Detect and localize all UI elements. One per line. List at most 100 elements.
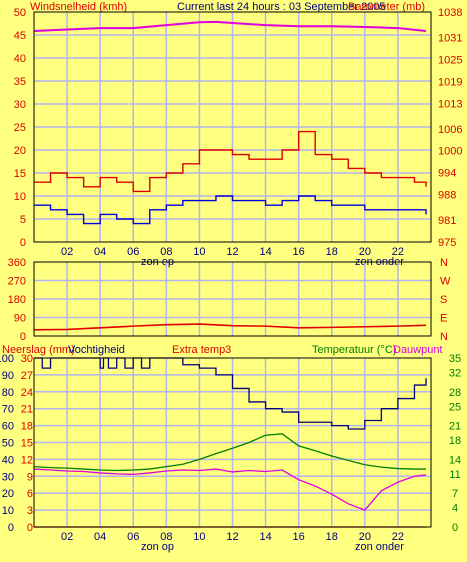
compass-label: E [440,313,447,325]
series-line [33,323,427,331]
tick-label: 1006 [438,124,462,136]
tick-label: 90 [2,370,14,382]
tick-label: 988 [438,190,456,202]
tick-label: 0 [27,522,33,534]
tick-label: 14 [449,454,461,466]
tick-label: 50 [2,438,14,450]
tick-label: 5 [20,214,26,226]
tick-label: 0 [20,237,26,249]
tick-label: 1000 [438,146,462,158]
sunrise-label: zon op [141,541,174,553]
tick-label: 18 [449,435,461,447]
dewpoint-title: Dauwpunt [393,344,443,356]
tick-label: 11 [449,469,460,481]
series-line [34,357,427,430]
tick-label: 0 [20,331,26,343]
tick-label: 30 [2,471,14,483]
tick-label: 20 [359,246,371,258]
tick-label: 18 [21,421,33,433]
temperature-axis: 0 4 7 11 14 18 21 25 28 32 35 [449,353,461,534]
tick-label: 21 [449,421,461,433]
grid [34,262,431,336]
tick-label: 18 [326,246,338,258]
tick-label: 30 [14,99,26,111]
series-line [34,130,427,193]
tick-label: 28 [449,387,461,399]
tick-label: 360 [8,257,26,269]
tick-label: 20 [2,488,14,500]
sunset-label: zon onder [355,541,404,553]
series-line [33,20,427,32]
tick-label: 9 [27,471,33,483]
hour-axis: 02 04 06 08 10 12 14 16 18 20 22 [61,246,404,258]
wind-speed-title: Windsnelheid (kmh) [30,1,127,13]
tick-label: 1038 [438,7,462,19]
tick-label: 90 [14,313,26,325]
tick-label: 270 [8,276,26,288]
tick-label: 6 [27,488,33,500]
tick-label: 15 [21,438,33,450]
compass-label: W [440,276,451,288]
humidity-title: Vochtigheid [68,344,125,356]
temperature-title: Temperatuur (°C) [312,344,396,356]
wind-speed-axis: 0 5 10 15 20 25 30 35 40 45 50 [14,7,26,249]
tick-label: 08 [160,246,172,258]
series-line [34,195,427,225]
tick-label: 25 [14,122,26,134]
barometer-axis: 975 981 988 994 1000 1006 1013 1019 1025 1031 1038 [438,7,462,249]
tick-label: 10 [14,191,26,203]
tick-label: 22 [392,246,404,258]
tick-label: 1031 [438,33,462,45]
tick-label: 08 [160,531,172,543]
tick-label: 06 [127,531,139,543]
extra-temp-title: Extra temp3 [172,344,231,356]
tick-label: 180 [8,294,26,306]
panel-frame [33,261,432,337]
tick-label: 981 [438,215,456,227]
tick-label: 15 [14,168,26,180]
tick-label: 04 [94,246,106,258]
tick-label: 40 [2,454,14,466]
tick-label: 50 [14,7,26,19]
tick-label: 4 [452,503,458,515]
humidity-axis: 0 10 20 30 40 50 60 70 80 90 100 [0,353,14,534]
tick-label: 22 [392,531,404,543]
tick-label: 975 [438,237,456,249]
rain-axis: 0 3 6 9 12 15 18 21 24 27 30 [21,353,33,534]
tick-label: 12 [226,531,238,543]
compass-label: N [440,331,448,343]
tick-label: 35 [449,353,461,365]
tick-label: 12 [21,454,33,466]
chart-title: Current last 24 hours : 03 September 200… [177,1,386,13]
tick-label: 10 [193,246,205,258]
tick-label: 06 [127,246,139,258]
tick-label: 32 [449,367,461,379]
tick-label: 1013 [438,98,462,110]
tick-label: 20 [14,145,26,157]
tick-label: 10 [2,505,14,517]
tick-label: 0 [8,522,14,534]
tick-label: 14 [259,246,271,258]
tick-label: 16 [293,246,305,258]
tick-label: 10 [193,531,205,543]
barometer-title: Barometer (mb) [348,1,425,13]
tick-label: 20 [359,531,371,543]
tick-label: 1025 [438,54,462,66]
tick-label: 3 [27,505,33,517]
tick-label: 24 [21,387,33,399]
tick-label: 40 [14,53,26,65]
series-layer [33,323,427,331]
compass-label: S [440,294,447,306]
tick-label: 21 [21,404,33,416]
series-layer [33,20,427,225]
tick-label: 25 [449,401,461,413]
compass-label: N [440,257,448,269]
panel-frame [33,357,432,528]
tick-label: 7 [452,488,458,500]
tick-label: 994 [438,168,456,180]
tick-label: 02 [61,246,73,258]
